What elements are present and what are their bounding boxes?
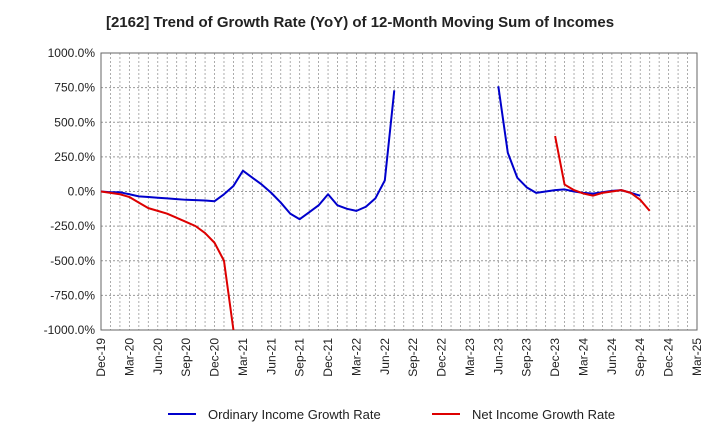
y-tick-label: 0.0% [68,185,96,199]
x-tick-label: Mar-23 [463,338,477,376]
x-tick-label: Dec-19 [94,338,108,377]
x-tick-label: Sep-23 [520,338,534,377]
series-line-net-income [101,190,235,330]
x-tick-label: Jun-20 [151,338,165,375]
legend: Ordinary Income Growth Rate Net Income Gr… [168,407,615,422]
y-tick-label: 750.0% [54,81,95,95]
x-tick-label: Jun-24 [605,338,619,375]
y-tick-label: 1000.0% [48,46,96,60]
y-tick-label: -500.0% [50,254,95,268]
chart-title: [2162] Trend of Growth Rate (YoY) of 12-… [105,14,615,31]
series-line-net-income [554,135,651,212]
x-tick-label: Sep-22 [406,338,420,377]
x-tick-label: Jun-21 [264,338,278,375]
x-tick-label: Dec-24 [662,338,676,377]
series-layer [101,86,651,330]
x-tick-label: Dec-21 [321,338,335,377]
x-tick-label: Dec-23 [548,338,562,377]
legend-net-income-label: Net Income Growth Rate [472,407,615,422]
x-tick-label: Sep-24 [633,338,647,377]
series-line-ordinary-income [101,90,396,221]
y-tick-label: -250.0% [50,219,95,233]
x-tick-label: Mar-24 [576,338,590,376]
x-tick-label: Sep-21 [293,338,307,377]
axis-layer: 1000.0% 750.0% 500.0% 250.0% 0.0% -250.0% -500… [44,46,704,377]
y-tick-label: 500.0% [54,115,95,129]
x-tick-label: Mar-22 [349,338,363,376]
x-tick-label: Jun-23 [491,338,505,375]
x-tick-label: Dec-22 [435,338,449,377]
x-tick-label: Sep-20 [179,338,193,377]
x-tick-label: Mar-20 [122,338,136,376]
x-tick-label: Jun-22 [378,338,392,375]
y-tick-label: -1000.0% [44,323,96,337]
legend-ordinary-income-label: Ordinary Income Growth Rate [208,407,381,422]
x-tick-label: Mar-25 [690,338,704,376]
y-tick-label: -750.0% [50,288,95,302]
x-tick-label: Dec-20 [208,338,222,377]
y-tick-label: 250.0% [54,150,95,164]
x-tick-label: Mar-21 [236,338,250,376]
